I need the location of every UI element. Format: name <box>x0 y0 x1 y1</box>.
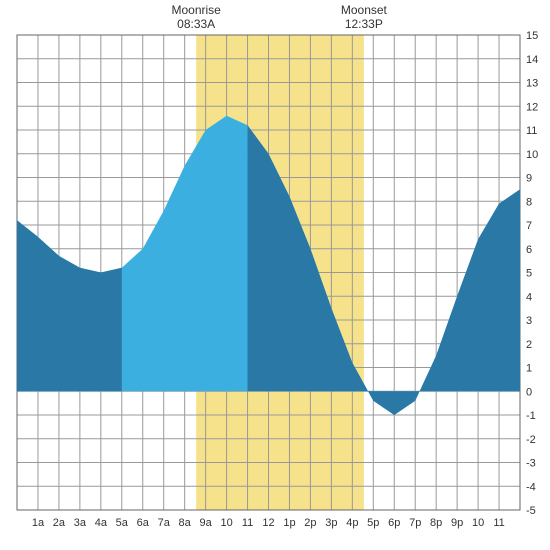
y-tick: 11 <box>526 125 537 137</box>
y-tick: -3 <box>526 458 536 470</box>
y-tick: -1 <box>526 410 536 422</box>
x-tick: 11 <box>493 517 504 529</box>
y-tick: 7 <box>526 220 532 232</box>
y-tick: 1 <box>526 363 532 375</box>
chart-svg: Moonrise08:33AMoonset12:33P-5-4-3-2-1012… <box>0 0 550 550</box>
y-tick: 12 <box>526 101 538 113</box>
x-tick: 5p <box>367 517 379 529</box>
y-tick: 9 <box>526 173 532 185</box>
x-tick: 6p <box>388 517 400 529</box>
x-tick: 1p <box>283 517 295 529</box>
x-tick: 4a <box>95 517 108 529</box>
x-tick: 7p <box>409 517 421 529</box>
x-tick: 4p <box>346 517 358 529</box>
y-tick: 8 <box>526 196 532 208</box>
y-tick: 2 <box>526 339 532 351</box>
tide-chart: Moonrise08:33AMoonset12:33P-5-4-3-2-1012… <box>0 0 550 550</box>
y-tick: 10 <box>526 149 538 161</box>
moonrise-time: 08:33A <box>177 17 215 31</box>
y-tick: 0 <box>526 386 532 398</box>
x-tick: 9p <box>451 517 463 529</box>
x-tick: 12 <box>262 517 274 529</box>
x-tick: 3a <box>74 517 87 529</box>
y-tick: 3 <box>526 315 532 327</box>
x-tick: 1a <box>32 517 45 529</box>
x-tick: 9a <box>200 517 213 529</box>
x-tick: 5a <box>116 517 129 529</box>
x-tick: 8a <box>179 517 192 529</box>
x-tick: 7a <box>158 517 171 529</box>
x-tick: 6a <box>137 517 150 529</box>
x-tick: 8p <box>430 517 442 529</box>
y-tick: 5 <box>526 268 532 280</box>
moonrise-label: Moonrise <box>172 3 222 17</box>
x-tick: 2a <box>53 517 66 529</box>
y-tick: 4 <box>526 291 532 303</box>
x-tick: 10 <box>472 517 484 529</box>
y-tick: 15 <box>526 30 538 42</box>
x-tick: 3p <box>325 517 337 529</box>
x-tick: 2p <box>304 517 316 529</box>
x-tick: 11 <box>242 517 253 529</box>
y-tick: -2 <box>526 434 536 446</box>
y-tick: 6 <box>526 244 532 256</box>
x-tick: 10 <box>220 517 232 529</box>
moonset-label: Moonset <box>341 3 388 17</box>
y-tick: -4 <box>526 481 536 493</box>
y-tick: 13 <box>526 78 538 90</box>
y-tick: -5 <box>526 505 536 517</box>
y-tick: 14 <box>526 54 538 66</box>
moonset-time: 12:33P <box>345 17 383 31</box>
